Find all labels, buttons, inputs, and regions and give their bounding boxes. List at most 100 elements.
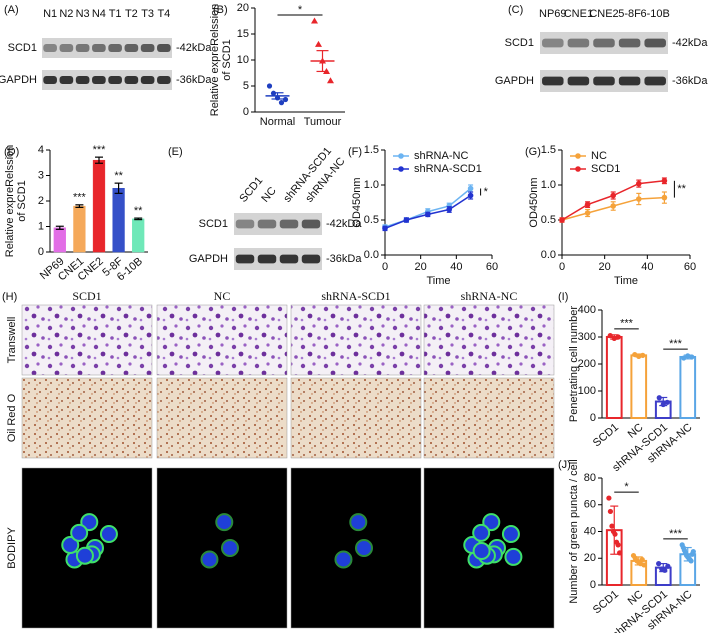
y-tick-label: 4	[38, 144, 44, 156]
legend-marker	[575, 166, 581, 172]
data-point	[641, 562, 647, 568]
legend-label: shRNA-NC	[414, 150, 468, 162]
data-point	[403, 217, 410, 223]
size-label: -36kDa	[176, 74, 212, 86]
lane-label: N2	[59, 8, 73, 20]
cell-nucleus	[501, 525, 520, 544]
y-tick-label: 3	[38, 169, 44, 181]
y-tick-label: 40	[584, 525, 596, 537]
lane-label: 5-8F	[618, 8, 641, 20]
x-axis-title: Time	[426, 275, 450, 287]
blot-band	[59, 76, 74, 84]
data-point	[607, 508, 614, 515]
panel-label: (F)	[348, 146, 362, 158]
micrograph	[290, 304, 422, 376]
legend-marker	[398, 153, 404, 159]
data-point	[606, 495, 612, 501]
bar	[679, 355, 697, 420]
y-tick-label: 2	[38, 195, 44, 207]
lane-label: CNE2	[589, 8, 618, 20]
micrograph	[21, 304, 153, 376]
micrograph	[21, 377, 153, 459]
data-point	[660, 401, 666, 408]
significance-label: **	[677, 183, 686, 195]
y-tick-label: 300	[578, 331, 596, 343]
data-point	[662, 567, 668, 573]
significance-label: ***	[669, 338, 683, 350]
blot-band	[124, 44, 139, 52]
significance-label: **	[114, 170, 123, 182]
data-point	[615, 334, 621, 340]
blot-background	[42, 38, 172, 58]
blot-band	[618, 76, 641, 86]
series-line	[561, 180, 665, 221]
data-point	[315, 40, 322, 47]
micrograph	[423, 304, 555, 376]
data-point	[615, 542, 621, 548]
blot-band	[567, 76, 590, 86]
x-tick-label: Normal	[260, 116, 295, 128]
cell-nucleus	[349, 513, 368, 532]
blot-band	[235, 219, 255, 229]
cell-nucleus	[61, 536, 80, 555]
significance-label: ***	[620, 318, 634, 330]
data-point	[665, 563, 671, 569]
bar	[112, 188, 125, 253]
x-axis-title: Time	[614, 275, 638, 287]
lane-label: T1	[109, 8, 122, 20]
cell-nucleus	[355, 539, 373, 557]
row-label: Transwell	[6, 317, 18, 364]
significance-label: ***	[73, 192, 87, 204]
blot-band	[593, 76, 615, 86]
x-tick-label: 40	[641, 261, 653, 273]
data-point	[681, 355, 687, 361]
size-label: -42kDa	[326, 218, 362, 230]
y-tick-label: 1.0	[541, 179, 556, 191]
significance-label: *	[298, 4, 303, 16]
significance-label: *	[484, 186, 489, 198]
x-tick-label: 0	[559, 261, 565, 273]
y-tick-label: 100	[578, 385, 596, 397]
data-point	[685, 353, 691, 359]
legend-label: shRNA-SCD1	[414, 163, 482, 175]
panel-label: (I)	[558, 291, 568, 303]
y-tick-label: 0	[38, 246, 44, 258]
x-tick-label: 40	[450, 261, 462, 273]
significance-label: *	[624, 481, 629, 493]
blot-band	[124, 76, 139, 84]
blot-band	[108, 76, 122, 84]
row-label: SCD1	[8, 42, 37, 54]
y-tick-label: 1.5	[364, 144, 379, 156]
lane-label: CNE1	[564, 8, 593, 20]
y-axis-title: of SCD1	[221, 39, 233, 81]
data-point	[636, 353, 642, 360]
micrograph	[156, 377, 288, 459]
panel-label: (D)	[4, 146, 19, 158]
legend-label: NC	[591, 150, 607, 162]
bar	[630, 354, 648, 419]
cell-nucleus	[75, 546, 94, 565]
column-header: NC	[214, 289, 231, 303]
panel-label: (A)	[4, 4, 19, 16]
cell-nucleus	[70, 523, 89, 542]
data-point	[607, 333, 613, 339]
data-point	[584, 201, 591, 208]
cell-nucleus	[472, 523, 491, 542]
column-header: shRNA-SCD1	[321, 289, 390, 303]
x-tick-label: 20	[599, 261, 611, 273]
x-tick-label: SCD1	[591, 421, 621, 449]
data-point	[611, 335, 617, 341]
y-tick-label: 0	[590, 412, 596, 424]
blot-band	[75, 76, 90, 84]
data-point	[661, 194, 668, 201]
lane-label: T4	[157, 8, 170, 20]
micrograph	[423, 467, 555, 629]
blot-band	[108, 44, 122, 52]
data-point	[689, 354, 695, 360]
size-label: -42kDa	[672, 37, 708, 49]
panel-label: (H)	[2, 291, 17, 303]
blot-band	[542, 76, 564, 86]
data-point	[636, 180, 642, 187]
blot-background	[42, 70, 172, 90]
